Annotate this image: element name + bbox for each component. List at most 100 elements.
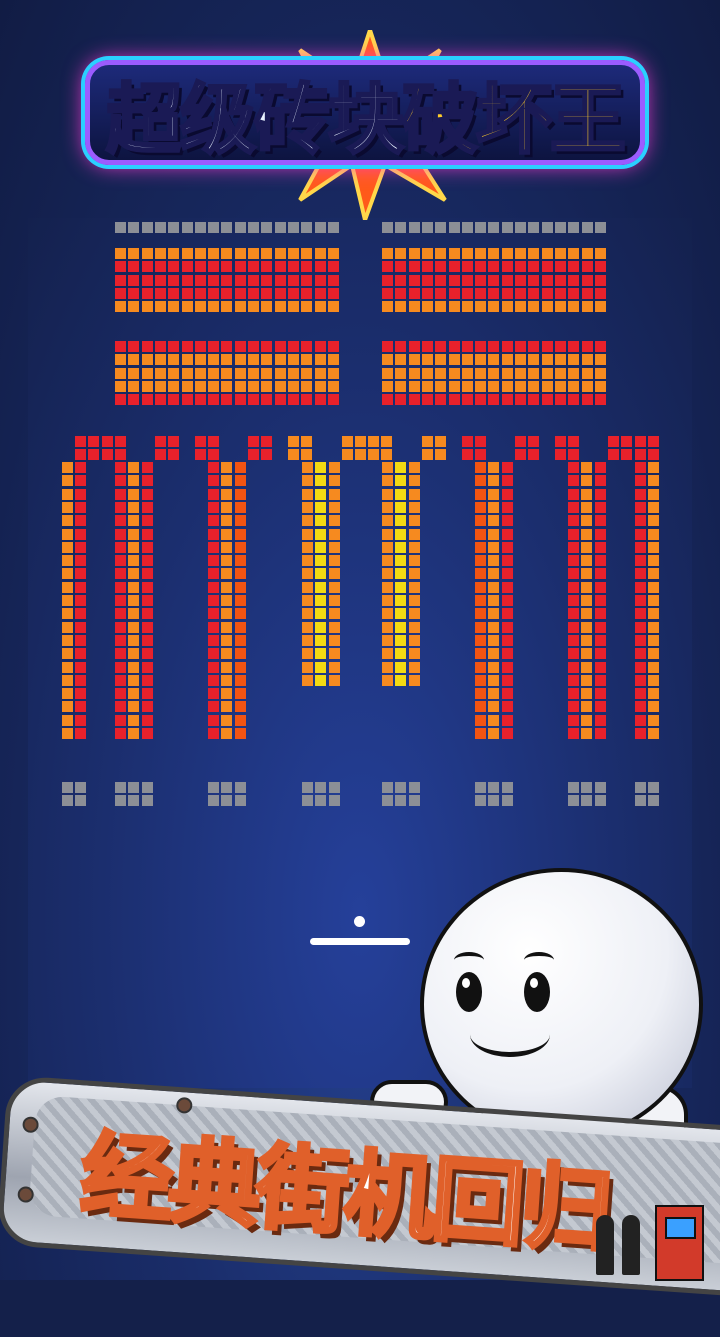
brick bbox=[541, 354, 553, 366]
brick bbox=[475, 714, 486, 726]
brick bbox=[168, 367, 180, 379]
brick bbox=[488, 222, 500, 233]
brick bbox=[475, 648, 486, 660]
brick bbox=[647, 449, 659, 460]
brick bbox=[568, 261, 580, 273]
brick bbox=[488, 541, 500, 553]
brick bbox=[408, 394, 420, 406]
brick bbox=[635, 595, 646, 606]
brick bbox=[101, 449, 113, 460]
brick bbox=[488, 394, 500, 406]
brick bbox=[128, 621, 140, 633]
brick bbox=[128, 701, 140, 713]
brick bbox=[342, 436, 353, 447]
brick bbox=[62, 661, 73, 673]
brick bbox=[421, 248, 433, 259]
brick bbox=[515, 274, 526, 286]
brick bbox=[648, 714, 660, 726]
brick bbox=[327, 274, 339, 286]
paddle[interactable] bbox=[310, 938, 410, 945]
brick bbox=[75, 449, 86, 460]
brick bbox=[208, 688, 219, 700]
brick bbox=[168, 301, 180, 313]
brick bbox=[488, 515, 500, 527]
brick bbox=[568, 555, 579, 567]
brick bbox=[115, 568, 126, 580]
brick bbox=[208, 287, 220, 299]
brick bbox=[635, 621, 646, 633]
brick bbox=[128, 274, 140, 286]
brick bbox=[208, 661, 219, 673]
brick bbox=[62, 581, 73, 593]
brick bbox=[501, 462, 513, 473]
brick bbox=[635, 501, 646, 513]
brick bbox=[475, 341, 487, 352]
brick bbox=[395, 595, 407, 606]
brick bbox=[488, 248, 500, 259]
brick bbox=[208, 674, 219, 686]
brick bbox=[128, 367, 140, 379]
brick bbox=[408, 274, 420, 286]
brick bbox=[75, 581, 87, 593]
brick bbox=[541, 248, 553, 259]
brick bbox=[315, 621, 327, 633]
brick bbox=[181, 380, 193, 392]
brick bbox=[328, 621, 340, 633]
brick bbox=[261, 380, 273, 392]
brick bbox=[501, 541, 513, 553]
brick bbox=[594, 248, 606, 259]
brick bbox=[75, 595, 87, 606]
brick bbox=[181, 301, 193, 313]
brick bbox=[594, 674, 606, 686]
brick bbox=[221, 701, 233, 713]
brick bbox=[302, 782, 313, 793]
brick bbox=[194, 287, 206, 299]
brick bbox=[302, 795, 313, 806]
brick bbox=[554, 354, 566, 366]
brick bbox=[128, 248, 140, 259]
brick bbox=[221, 394, 233, 406]
brick bbox=[501, 394, 513, 406]
brick bbox=[234, 661, 246, 673]
brick bbox=[141, 462, 153, 473]
brick bbox=[461, 261, 473, 273]
brick bbox=[528, 367, 540, 379]
brick bbox=[594, 714, 606, 726]
brick bbox=[475, 380, 487, 392]
brick bbox=[128, 688, 140, 700]
brick bbox=[594, 541, 606, 553]
brick bbox=[115, 394, 126, 406]
brick bbox=[475, 568, 486, 580]
brick bbox=[154, 287, 166, 299]
brick bbox=[635, 701, 646, 713]
brick bbox=[421, 354, 433, 366]
brick bbox=[395, 475, 407, 487]
brick bbox=[154, 380, 166, 392]
brick bbox=[581, 367, 593, 379]
brick bbox=[141, 782, 153, 793]
brick bbox=[382, 634, 393, 646]
brick bbox=[115, 555, 126, 567]
brick bbox=[234, 648, 246, 660]
brick bbox=[234, 701, 246, 713]
brick bbox=[594, 488, 606, 500]
brick bbox=[115, 367, 126, 379]
brick bbox=[315, 648, 327, 660]
brick bbox=[208, 301, 220, 313]
brick bbox=[648, 782, 660, 793]
brick bbox=[208, 528, 219, 540]
brick bbox=[382, 301, 393, 313]
brick bbox=[475, 488, 486, 500]
brick bbox=[475, 261, 487, 273]
brick bbox=[302, 581, 313, 593]
brick bbox=[461, 222, 473, 233]
brick bbox=[221, 595, 233, 606]
brick bbox=[568, 248, 580, 259]
brick bbox=[128, 728, 140, 739]
brick bbox=[115, 595, 126, 606]
brick bbox=[301, 394, 313, 406]
brick bbox=[221, 555, 233, 567]
brick bbox=[128, 515, 140, 527]
brick bbox=[141, 274, 153, 286]
brick bbox=[274, 222, 286, 233]
